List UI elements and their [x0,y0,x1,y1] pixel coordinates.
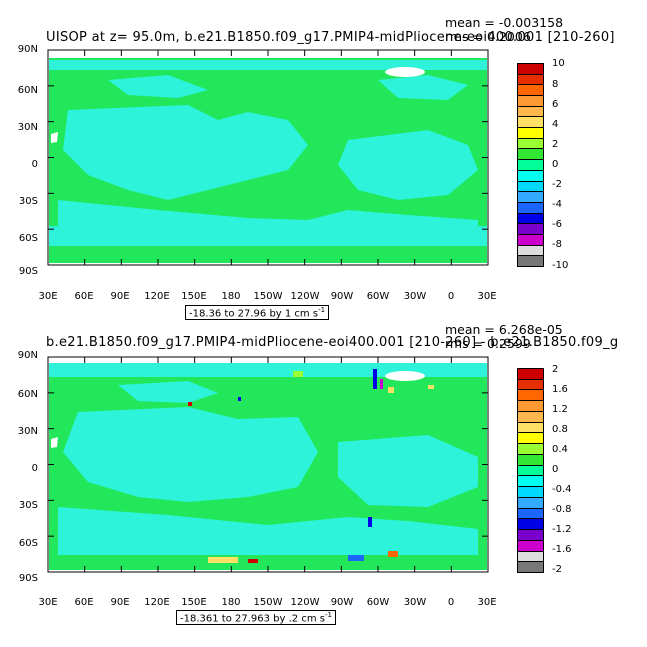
top-range-unit: -1 [318,306,326,314]
bottom-map [47,356,489,573]
bottom-cb-label: 0 [552,464,559,475]
top-lon-10: 30W [403,291,427,302]
bottom-range-unit: -1 [324,611,332,619]
top-mean: mean = -0.003158 [445,15,564,30]
top-lon-1: 60E [74,291,94,302]
colorbar-swatch [517,561,544,573]
top-lat-90N: 90N [17,44,38,55]
bottom-cb-label: -2 [552,564,562,575]
top-cb-label: -4 [552,199,562,210]
top-lon-8: 90W [330,291,354,302]
top-cb-label: 8 [552,79,559,90]
top-lon-6: 150W [253,291,283,302]
top-cb-label: 10 [552,58,565,69]
top-cb-label: 6 [552,99,559,110]
top-map [47,49,489,266]
top-cb-label: -10 [552,260,569,271]
bottom-cb-label: 0.8 [552,424,568,435]
top-lat-30N: 30N [17,122,38,133]
bottom-cb-label: -1.6 [552,544,572,555]
top-lon-2: 90E [110,291,130,302]
top-lat-60N: 60N [17,85,38,96]
top-lon-12: 30E [477,291,497,302]
bottom-anomaly-spots [188,369,434,563]
bottom-cb-label: 2 [552,364,559,375]
bottom-cb-label: -1.2 [552,524,572,535]
bottom-ocean-alt-regions [49,363,487,555]
bottom-cb-label: 1.2 [552,404,568,415]
bottom-lon-0: 30E [38,597,58,608]
bottom-lat-0: 0 [31,463,38,474]
bottom-lat-90N: 90N [17,350,38,361]
top-cb-label: -6 [552,219,562,230]
top-lon-11: 0 [447,291,455,302]
bottom-land [51,371,425,448]
top-cb-label: 2 [552,139,559,150]
bottom-lon-1: 60E [74,597,94,608]
bottom-cb-label: -0.4 [552,484,572,495]
map-ticks [47,49,489,266]
top-range-label: -18.36 to 27.96 by 1 cm s-1 [185,305,330,321]
bottom-lon-5: 180 [221,597,241,608]
bottom-lon-8: 90W [330,597,354,608]
bottom-lon-6: 150W [253,597,283,608]
bottom-lon-11: 0 [447,597,455,608]
bottom-lon-3: 120E [144,597,170,608]
top-cb-label: 4 [552,119,559,130]
top-lon-7: 120W [290,291,320,302]
bottom-lat-30N: 30N [17,426,38,437]
top-lat-30S: 30S [18,196,38,207]
top-lon-5: 180 [221,291,241,302]
top-cb-label: -8 [552,239,562,250]
bottom-cb-label: -0.8 [552,504,572,515]
bottom-range-label: -18.361 to 27.963 by .2 cm s-1 [176,610,336,626]
bottom-lon-2: 90E [110,597,130,608]
top-lon-4: 150E [181,291,207,302]
top-panel: UISOP at z= 95.0m, b.e21.B1850.f09_g17.P… [0,0,647,323]
top-rms: rms = 0.2006 [445,29,531,44]
bottom-range-text: -18.361 to 27.963 by .2 cm s [180,613,325,625]
top-lon-3: 120E [144,291,170,302]
top-cb-label: -2 [552,179,562,190]
bottom-title: b.e21.B1850.f09_g17.PMIP4-midPliocene-eo… [46,335,619,350]
bottom-lon-10: 30W [403,597,427,608]
bottom-lon-7: 120W [290,597,320,608]
top-lat-0: 0 [31,159,38,170]
top-lon-9: 60W [366,291,390,302]
top-title: UISOP at z= 95.0m, b.e21.B1850.f09_g17.P… [46,30,615,45]
bottom-lon-4: 150E [181,597,207,608]
bottom-cb-label: 0.4 [552,444,568,455]
top-lon-0: 30E [38,291,58,302]
top-range-text: -18.36 to 27.96 by 1 cm s [189,308,319,320]
top-cb-label: 0 [552,159,559,170]
bottom-lon-12: 30E [477,597,497,608]
bottom-mean: mean = 6.268e-05 [445,322,563,337]
bottom-lat-90S: 90S [18,573,38,584]
top-lat-60S: 60S [18,233,38,244]
top-lat-90S: 90S [18,266,38,277]
bottom-lon-9: 60W [366,597,390,608]
top-ocean-alt-regions [49,60,487,246]
bottom-lat-30S: 30S [18,500,38,511]
bottom-rms: rms = 0.2599 [445,336,531,351]
top-land [51,67,425,143]
bottom-cb-label: 1.6 [552,384,568,395]
bottom-lat-60N: 60N [17,389,38,400]
map-ticks [47,356,489,573]
bottom-lat-60S: 60S [18,538,38,549]
colorbar-swatch [517,255,544,267]
